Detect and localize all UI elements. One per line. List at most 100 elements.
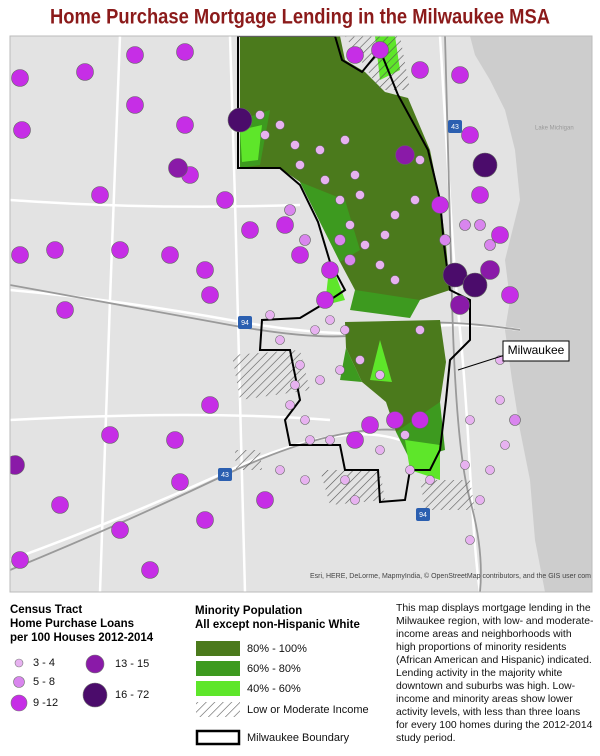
- tract-circle: [321, 176, 330, 185]
- tract-circle: [466, 536, 475, 545]
- title: Home Purchase Mortgage Lending in the Mi…: [50, 6, 550, 29]
- legend-label: 13 - 15: [115, 658, 149, 670]
- highway-label: 43: [451, 124, 459, 131]
- legend-symbol: [86, 655, 104, 673]
- legend-swatch: [196, 641, 240, 656]
- legend-subtitle: All except non-Hispanic White: [195, 619, 360, 631]
- legend-symbol: [83, 683, 107, 707]
- tract-circle: [486, 466, 495, 475]
- tract-circle: [291, 141, 300, 150]
- legend-label: 5 - 8: [33, 676, 55, 688]
- tract-circle: [475, 220, 486, 231]
- tract-circle: [12, 247, 29, 264]
- tract-circle: [276, 466, 285, 475]
- tract-circle: [472, 187, 489, 204]
- tract-circle: [485, 240, 496, 251]
- tract-circle: [501, 441, 510, 450]
- tract-circle: [336, 196, 345, 205]
- tract-circle: [77, 64, 94, 81]
- tract-circle: [228, 108, 252, 132]
- legend-minority: Minority Population All except non-Hispa…: [195, 605, 369, 744]
- tract-circle: [326, 436, 335, 445]
- legend-swatch: [196, 661, 240, 676]
- tract-circle: [296, 161, 305, 170]
- legend-label: 9 -12: [33, 697, 58, 709]
- tract-circle: [6, 456, 25, 475]
- tract-circle: [14, 122, 31, 139]
- tract-circle: [316, 146, 325, 155]
- tract-circle: [356, 191, 365, 200]
- tract-circle: [396, 146, 415, 165]
- tract-circle: [172, 474, 189, 491]
- tract-circle: [461, 461, 470, 470]
- tract-circle: [502, 287, 519, 304]
- tract-circle: [460, 220, 471, 231]
- tract-circle: [362, 417, 379, 434]
- tract-circle: [326, 316, 335, 325]
- tract-circle: [301, 416, 310, 425]
- tract-circle: [266, 311, 275, 320]
- tract-circle: [462, 127, 479, 144]
- legend-label: 80% - 100%: [247, 643, 307, 655]
- tract-circle: [102, 427, 119, 444]
- tract-circle: [440, 235, 451, 246]
- tract-circle: [169, 159, 188, 178]
- tract-circle: [197, 512, 214, 529]
- tract-circle: [466, 416, 475, 425]
- tract-circle: [376, 261, 385, 270]
- tract-circle: [301, 476, 310, 485]
- tract-circle: [356, 356, 365, 365]
- tract-circle: [376, 446, 385, 455]
- city-label: Milwaukee: [508, 343, 565, 357]
- tract-circle: [300, 235, 311, 246]
- tract-circle: [401, 431, 410, 440]
- tract-circle: [285, 205, 296, 216]
- tract-circle: [311, 326, 320, 335]
- tract-circle: [261, 131, 270, 140]
- tract-circle: [351, 171, 360, 180]
- tract-circle: [257, 492, 274, 509]
- tract-circle: [12, 70, 29, 87]
- tract-circle: [127, 97, 144, 114]
- tract-circle: [92, 187, 109, 204]
- tract-circle: [347, 432, 364, 449]
- tract-circle: [412, 412, 429, 429]
- highway-label: 43: [221, 472, 229, 479]
- highway-label: 94: [241, 320, 249, 327]
- legend-swatch: [196, 702, 240, 717]
- tract-circle: [416, 156, 425, 165]
- tract-circle: [426, 476, 435, 485]
- legend-symbol: [14, 677, 25, 688]
- tract-circle: [387, 412, 404, 429]
- tract-circle: [335, 235, 346, 246]
- tract-circle: [481, 261, 500, 280]
- legend-title: Minority Population: [195, 605, 302, 617]
- tract-circle: [411, 196, 420, 205]
- legend-label: 60% - 80%: [247, 663, 301, 675]
- tract-circle: [372, 42, 389, 59]
- legend-swatch: [196, 681, 240, 696]
- tract-circle: [242, 222, 259, 239]
- tract-circle: [52, 497, 69, 514]
- tract-circle: [177, 44, 194, 61]
- tract-circle: [202, 397, 219, 414]
- tract-circle: [217, 192, 234, 209]
- tract-circle: [341, 326, 350, 335]
- tract-circle: [256, 111, 265, 120]
- tract-circle: [351, 496, 360, 505]
- tract-circle: [276, 121, 285, 130]
- attribution: Esri, HERE, DeLorme, MapmyIndia, © OpenS…: [310, 572, 600, 580]
- tract-circle: [177, 117, 194, 134]
- legend-title: Census Tract: [10, 604, 82, 616]
- tract-circle: [127, 47, 144, 64]
- legend-symbol: [15, 659, 23, 667]
- map: 43 94 43 94 Lake Michigan Milwaukee Esri…: [6, 36, 600, 592]
- tract-circle: [291, 381, 300, 390]
- tract-circle: [57, 302, 74, 319]
- tract-circle: [347, 47, 364, 64]
- tract-circle: [12, 552, 29, 569]
- tract-circle: [296, 361, 305, 370]
- tract-circle: [167, 432, 184, 449]
- tract-circle: [496, 396, 505, 405]
